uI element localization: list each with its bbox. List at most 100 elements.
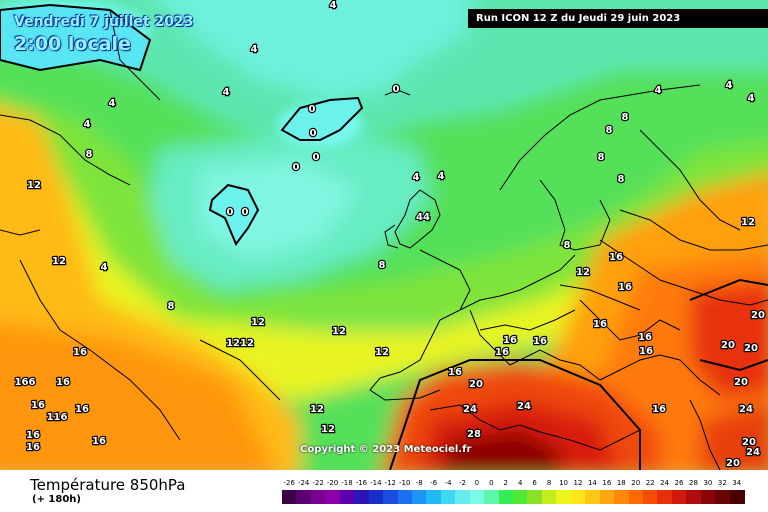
coastlines <box>0 9 768 470</box>
isotherm-label: 8 <box>606 125 613 136</box>
legend-swatch <box>383 490 398 504</box>
legend-swatch <box>484 490 500 504</box>
legend-swatch <box>585 490 601 504</box>
legend-tick: -24 <box>297 479 310 487</box>
legend-swatch <box>657 490 673 504</box>
cold-pool-2 <box>208 183 260 246</box>
legend-swatch <box>715 490 731 504</box>
isotherm-label: 12 <box>52 256 66 267</box>
isotherm-label: 16 <box>56 377 70 388</box>
isotherm-label: 1212 <box>226 338 254 349</box>
legend-swatch <box>469 490 485 504</box>
isotherm-label: 8 <box>379 260 386 271</box>
cold-pool-1 <box>280 96 364 141</box>
legend-tick: 26 <box>674 479 684 487</box>
isotherm-label: 16 <box>593 319 607 330</box>
legend-swatch <box>296 490 312 504</box>
isotherm-label: 16 <box>73 347 87 358</box>
isotherm-label: 20 <box>726 458 740 469</box>
isotherm-label: 20 <box>721 340 735 351</box>
legend-tick: 6 <box>532 479 537 487</box>
isotherm-label: 8 <box>168 301 175 312</box>
isotherm-label: 12 <box>332 326 346 337</box>
legend-tick: -8 <box>415 479 423 487</box>
copyright-text: Copyright © 2023 Meteociel.fr <box>300 444 472 455</box>
legend-swatch <box>628 490 644 504</box>
isotherm-label: 20 <box>742 437 756 448</box>
parameter-title: Température 850hPa <box>30 476 186 494</box>
legend-tick: -26 <box>283 479 295 487</box>
legend-tick: 10 <box>559 479 568 487</box>
legend-swatch <box>614 490 629 504</box>
isotherm-label: 20 <box>744 343 758 354</box>
isotherm-label: 12 <box>321 424 335 435</box>
legend-tick: 30 <box>703 479 713 487</box>
isotherm-label: 4 <box>251 44 258 55</box>
isotherm-label: 16 <box>26 430 40 441</box>
isotherm-label: 20 <box>751 310 765 321</box>
isotherm-label: 16 <box>503 335 517 346</box>
legend-tick: -14 <box>370 479 382 487</box>
legend-tick: 0 <box>474 479 480 487</box>
isotherm-label: 8 <box>86 149 93 160</box>
isotherm-label: 8 <box>564 240 571 251</box>
legend-swatch <box>642 490 658 504</box>
isotherm-label: 4 <box>438 171 445 182</box>
isotherm-label: 16 <box>448 367 462 378</box>
legend-swatch <box>310 490 326 504</box>
legend-tick: -16 <box>355 479 368 487</box>
isotherm-label: 4 <box>655 85 662 96</box>
isotherm-label: 4 <box>84 119 91 130</box>
forecast-date: Vendredi 7 juillet 2023 <box>14 14 194 30</box>
legend-tick: 14 <box>587 479 597 487</box>
isotherm-label: 24 <box>739 404 753 415</box>
legend-swatch <box>368 490 384 504</box>
legend-swatch <box>325 490 341 504</box>
legend-tick: 28 <box>689 479 698 487</box>
legend-swatch <box>339 490 355 504</box>
legend-tick: 18 <box>616 479 626 487</box>
isotherm-label: 0 <box>242 207 249 218</box>
legend-swatch <box>700 490 716 504</box>
isotherm-label: 12 <box>576 267 590 278</box>
legend-swatch <box>411 490 427 504</box>
isotherm-label: 4 <box>109 98 116 109</box>
legend-tick: 8 <box>546 479 552 487</box>
isotherm-label: 4 <box>748 93 755 104</box>
isotherm-label: 16 <box>639 346 653 357</box>
legend-swatch <box>282 490 297 504</box>
isotherm-label: 12 <box>741 217 755 228</box>
legend-tick: -2 <box>458 479 466 487</box>
isotherm-label: 0 <box>313 152 320 163</box>
isotherm-label: 12 <box>27 180 41 191</box>
isotherm-label: 24 <box>463 404 477 415</box>
legend-tick-labels: -26 -24 -22 -20 -18 -16 -14 -12 -10 -8 -6 -4 -2 0 0 2 4 6… <box>282 478 744 490</box>
legend-tick: 0 <box>489 479 494 487</box>
isotherm-label: 116 <box>47 412 68 423</box>
isotherm-label: 12 <box>310 404 324 415</box>
legend-swatch <box>686 490 702 504</box>
legend-tick: 34 <box>732 479 742 487</box>
isotherm-label: 16 <box>92 436 106 447</box>
isotherm-label: 4 <box>413 172 420 183</box>
isotherm-label: 16 <box>75 404 89 415</box>
isotherm-label: 16 <box>618 282 632 293</box>
legend-tick: -10 <box>399 479 411 487</box>
isotherm-label: 16 <box>652 404 666 415</box>
forecast-lead-time: (+ 180h) <box>32 494 81 505</box>
legend-tick: 20 <box>631 479 641 487</box>
legend-swatch <box>570 490 586 504</box>
isotherm-label: 24 <box>746 447 760 458</box>
legend-swatch <box>541 490 557 504</box>
temperature-field <box>0 0 768 470</box>
isotherm-label: 4 <box>223 87 230 98</box>
isotherm-label: 0 <box>293 162 300 173</box>
legend-swatch <box>556 490 572 504</box>
legend-tick: 12 <box>573 479 583 487</box>
isotherm-label: 0 <box>309 104 316 115</box>
isotherm-label: 12 <box>375 347 389 358</box>
isotherm-20-east <box>689 278 768 372</box>
isotherm-label: 16 <box>533 336 547 347</box>
isotherm-label: 16 <box>31 400 45 411</box>
